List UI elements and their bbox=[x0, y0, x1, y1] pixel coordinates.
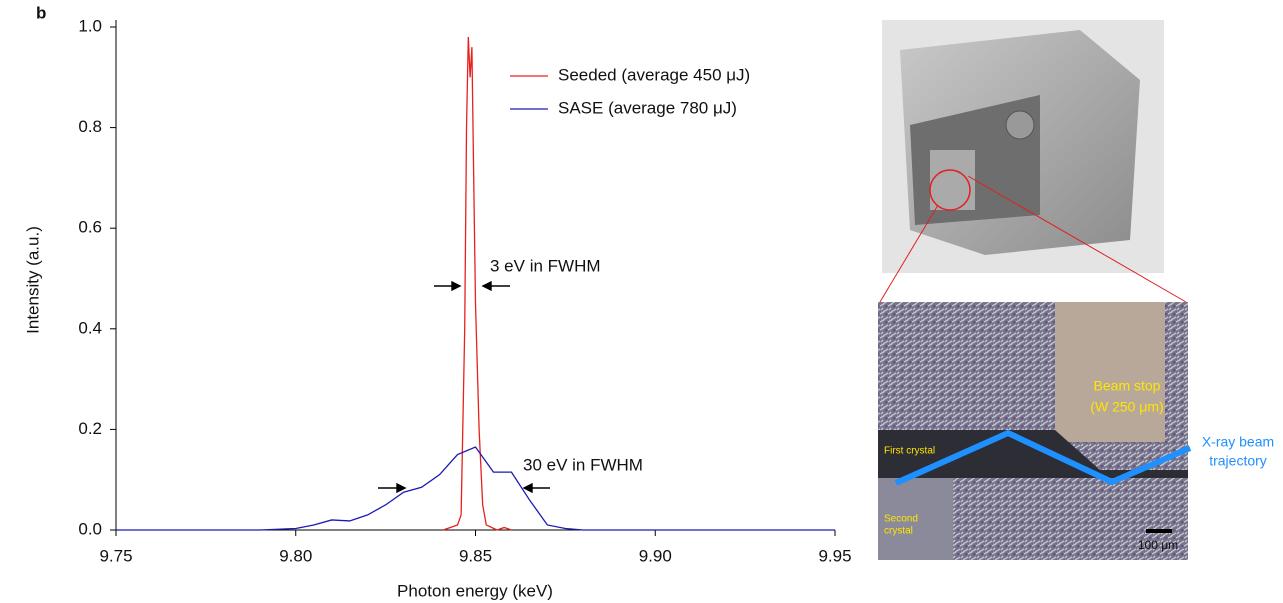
photo-label: First crystal bbox=[884, 446, 935, 457]
series-line bbox=[442, 37, 512, 531]
y-axis-label: Intensity (a.u.) bbox=[23, 226, 42, 334]
series-line bbox=[116, 446, 835, 531]
y-tick-label: 0.6 bbox=[78, 218, 102, 237]
panel-label: b bbox=[36, 3, 46, 22]
y-tick-label: 0.8 bbox=[78, 117, 102, 136]
micrograph bbox=[878, 302, 1192, 560]
photo-label: X-ray beam bbox=[1202, 434, 1274, 450]
y-tick-label: 0.2 bbox=[78, 419, 102, 438]
annotation: 30 eV in FWHM bbox=[523, 455, 643, 474]
scale-bar-label: 100 μm bbox=[1138, 538, 1178, 552]
y-tick-label: 1.0 bbox=[78, 16, 102, 35]
photo-label: Second bbox=[884, 514, 918, 525]
x-tick-label: 9.80 bbox=[279, 546, 312, 565]
photo-label: crystal bbox=[884, 526, 913, 537]
x-tick-label: 9.75 bbox=[99, 546, 132, 565]
fwhm-arrows bbox=[378, 280, 550, 494]
y-tick-label: 0.4 bbox=[78, 318, 102, 337]
legend-label: SASE (average 780 μJ) bbox=[558, 98, 737, 117]
x-tick-label: 9.85 bbox=[459, 546, 492, 565]
device-photo bbox=[882, 20, 1164, 273]
x-tick-label: 9.90 bbox=[639, 546, 672, 565]
zoom-line bbox=[879, 204, 939, 303]
photo-label: (W 250 μm) bbox=[1090, 399, 1163, 415]
legend-label: Seeded (average 450 μJ) bbox=[558, 65, 750, 84]
annotation: 3 eV in FWHM bbox=[490, 256, 601, 275]
x-tick-label: 9.95 bbox=[818, 546, 851, 565]
photo-label: Beam stop bbox=[1094, 378, 1161, 394]
photo-label: trajectory bbox=[1209, 453, 1267, 469]
x-axis-label: Photon energy (keV) bbox=[397, 581, 553, 600]
y-tick-label: 0.0 bbox=[78, 519, 102, 538]
zoom-line bbox=[967, 175, 1187, 303]
